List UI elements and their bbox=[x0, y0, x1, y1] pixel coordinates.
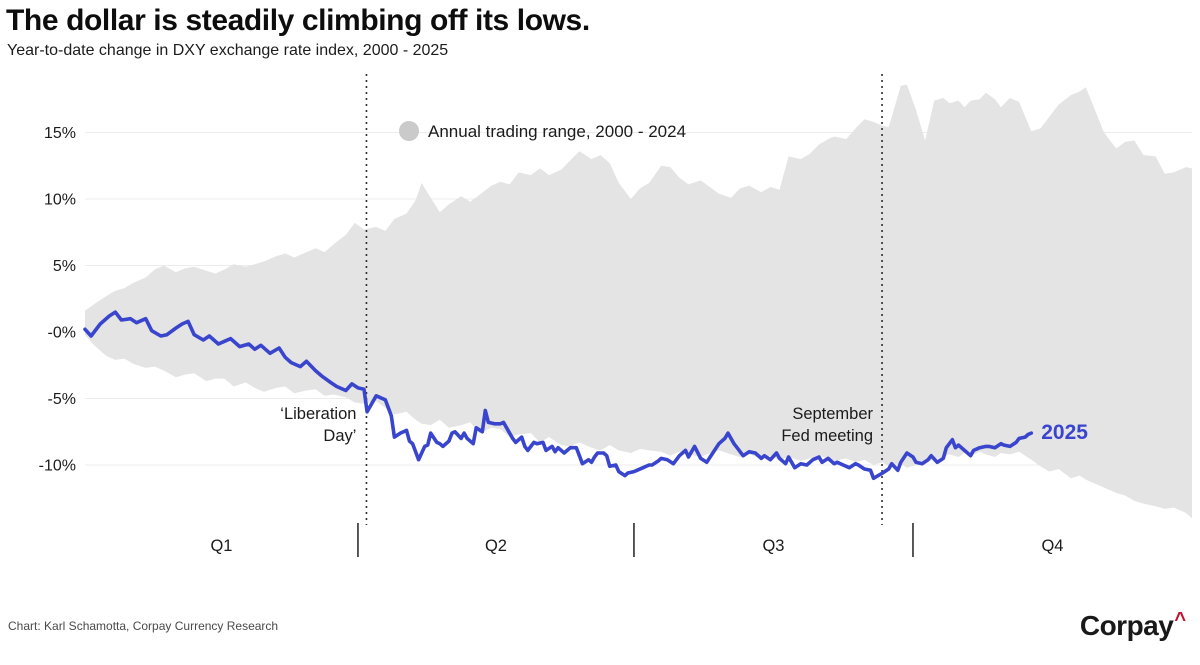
legend-label: Annual trading range, 2000 - 2024 bbox=[428, 122, 686, 141]
annotation-september-fed: Fed meeting bbox=[781, 427, 873, 445]
corpay-logo-text: Corpay bbox=[1079, 610, 1174, 641]
chart-header: The dollar is steadily climbing off its … bbox=[0, 0, 1200, 60]
y-tick-label: 5% bbox=[53, 258, 76, 275]
annotation-liberation-day: ‘Liberation bbox=[280, 405, 356, 423]
corpay-logo: Corpay ^ bbox=[1079, 609, 1186, 641]
quarter-label: Q2 bbox=[485, 537, 507, 555]
dxy-2025-line bbox=[83, 310, 1034, 481]
y-tick-label: 10% bbox=[44, 192, 76, 209]
annotation-september-fed: September bbox=[792, 405, 873, 423]
dxy-chart: 15% 10% 5% -0% -5% -10% Annual trading range, … bbox=[0, 70, 1200, 590]
y-tick-label: -0% bbox=[48, 325, 76, 342]
credit-text: Chart: Karl Schamotta, Corpay Currency R… bbox=[8, 619, 279, 633]
annotation-liberation-day: Day’ bbox=[323, 427, 356, 445]
dxy-chart-svg: 15% 10% 5% -0% -5% -10% Annual trading range, … bbox=[39, 74, 1192, 557]
corpay-logo-caret-icon: ^ bbox=[1174, 609, 1186, 631]
series-label-2025: 2025 bbox=[1041, 421, 1088, 444]
quarter-label: Q1 bbox=[210, 537, 232, 555]
page-title: The dollar is steadily climbing off its … bbox=[6, 4, 590, 37]
chart-footer: Chart: Karl Schamotta, Corpay Currency R… bbox=[0, 596, 1200, 656]
y-tick-label: -10% bbox=[39, 458, 76, 475]
y-tick-label: 15% bbox=[44, 125, 76, 142]
legend-dot bbox=[399, 121, 419, 141]
quarter-label: Q3 bbox=[762, 537, 784, 555]
quarter-label: Q4 bbox=[1041, 537, 1063, 555]
page-subtitle: Year-to-date change in DXY exchange rate… bbox=[7, 42, 449, 59]
trading-range-band bbox=[85, 84, 1192, 519]
y-tick-label: -5% bbox=[48, 391, 76, 408]
